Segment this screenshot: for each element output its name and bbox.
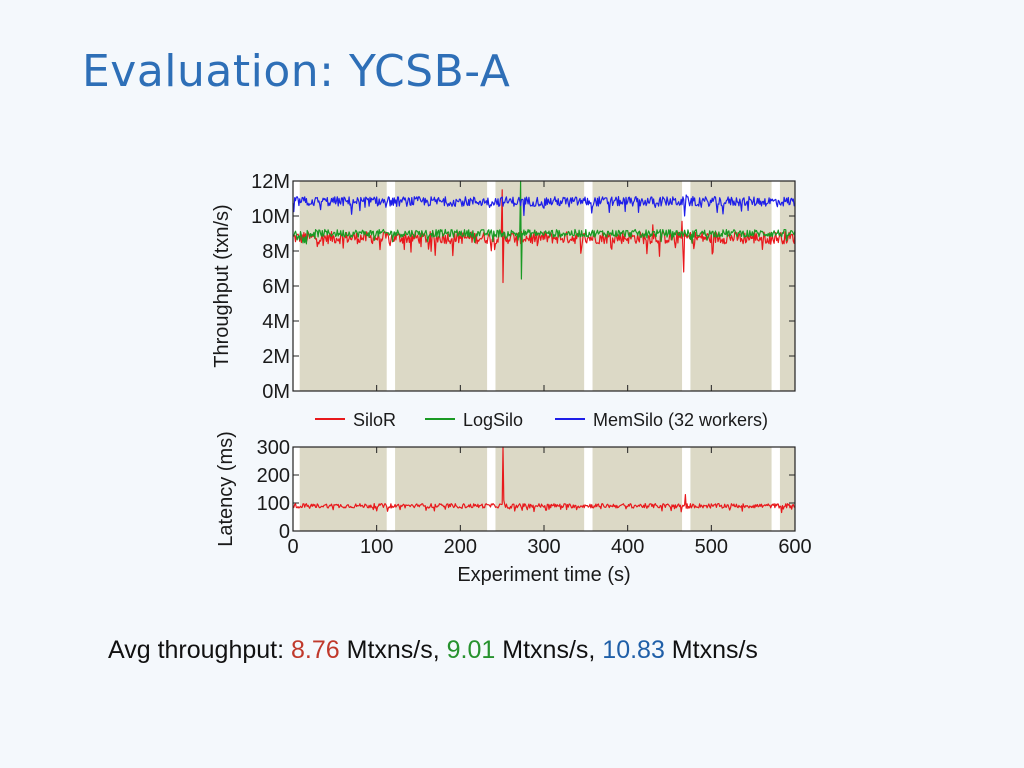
throughput-ytick-label-5: 10M — [251, 206, 290, 228]
throughput-frame — [292, 180, 796, 392]
throughput-ytick-label-6: 12M — [251, 171, 290, 193]
latency-xtick-label-4: 400 — [611, 536, 644, 558]
latency-xtick-label-3: 300 — [527, 536, 560, 558]
latency-xtick-label-1: 100 — [360, 536, 393, 558]
memsilo-avg-unit: Mtxns/s — [664, 636, 758, 664]
latency-shaded-band-1 — [395, 447, 488, 531]
throughput-shaded-band-0 — [299, 181, 387, 391]
latency-frame — [292, 446, 796, 532]
latency-xlabel: Experiment time (s) — [457, 564, 630, 586]
latency-ytick-label-1: 100 — [257, 493, 290, 515]
latency-panel — [292, 446, 796, 532]
latency-xtick-label-2: 200 — [444, 536, 477, 558]
logsilo-avg-unit: Mtxns/s, — [495, 636, 603, 664]
logsilo-avg-value: 9.01 — [446, 636, 496, 664]
latency-ylabel: Latency (ms) — [215, 431, 237, 547]
legend-label-memsilo: MemSilo (32 workers) — [593, 410, 768, 430]
latency-ytick-label-3: 300 — [257, 437, 290, 459]
latency-xtick-label-5: 500 — [695, 536, 728, 558]
slide-title: Evaluation: YCSB-A — [82, 46, 511, 97]
latency-ytick-label-2: 200 — [257, 465, 290, 487]
summary-prefix: Avg throughput: — [108, 636, 292, 664]
throughput-ylabel: Throughput (txn/s) — [211, 204, 233, 367]
latency-xtick-label-6: 600 — [778, 536, 811, 558]
latency-series-silor — [292, 446, 796, 514]
throughput-shaded-band-3 — [592, 181, 683, 391]
silor-avg-unit: Mtxns/s, — [339, 636, 447, 664]
throughput-shaded-band-4 — [690, 181, 772, 391]
legend-label-logsilo: LogSilo — [463, 410, 523, 430]
throughput-ytick-label-0: 0M — [262, 381, 290, 403]
throughput-panel — [292, 180, 796, 420]
throughput-ytick-label-1: 2M — [262, 346, 290, 368]
throughput-series-memsilo — [292, 194, 796, 217]
throughput-shaded-band-2 — [495, 181, 585, 391]
throughput-shaded-band-1 — [395, 181, 488, 391]
latency-ytick-label-0: 0 — [279, 521, 290, 543]
throughput-ytick-label-3: 6M — [262, 276, 290, 298]
throughput-latency-chart: 0M 2M 4M 6M 8M 10M 12M Throughput (txn/s) SiloR L… — [211, 171, 812, 586]
latency-shaded-band-5 — [779, 447, 795, 531]
silor-avg-value: 8.76 — [291, 636, 340, 664]
throughput-ytick-label-4: 8M — [262, 241, 290, 263]
latency-xtick-label-0: 0 — [287, 536, 298, 558]
throughput-ytick-label-2: 4M — [262, 311, 290, 333]
memsilo-avg-value: 10.83 — [602, 636, 665, 664]
latency-shaded-band-2 — [495, 447, 585, 531]
legend-label-silor: SiloR — [353, 410, 396, 430]
latency-shaded-band-4 — [690, 447, 772, 531]
latency-shaded-band-0 — [299, 447, 387, 531]
throughput-series-logsilo — [292, 180, 796, 280]
latency-shaded-band-3 — [592, 447, 683, 531]
avg-throughput-summary: Avg throughput: 8.76 Mtxns/s, 9.01 Mtxns… — [108, 636, 758, 665]
